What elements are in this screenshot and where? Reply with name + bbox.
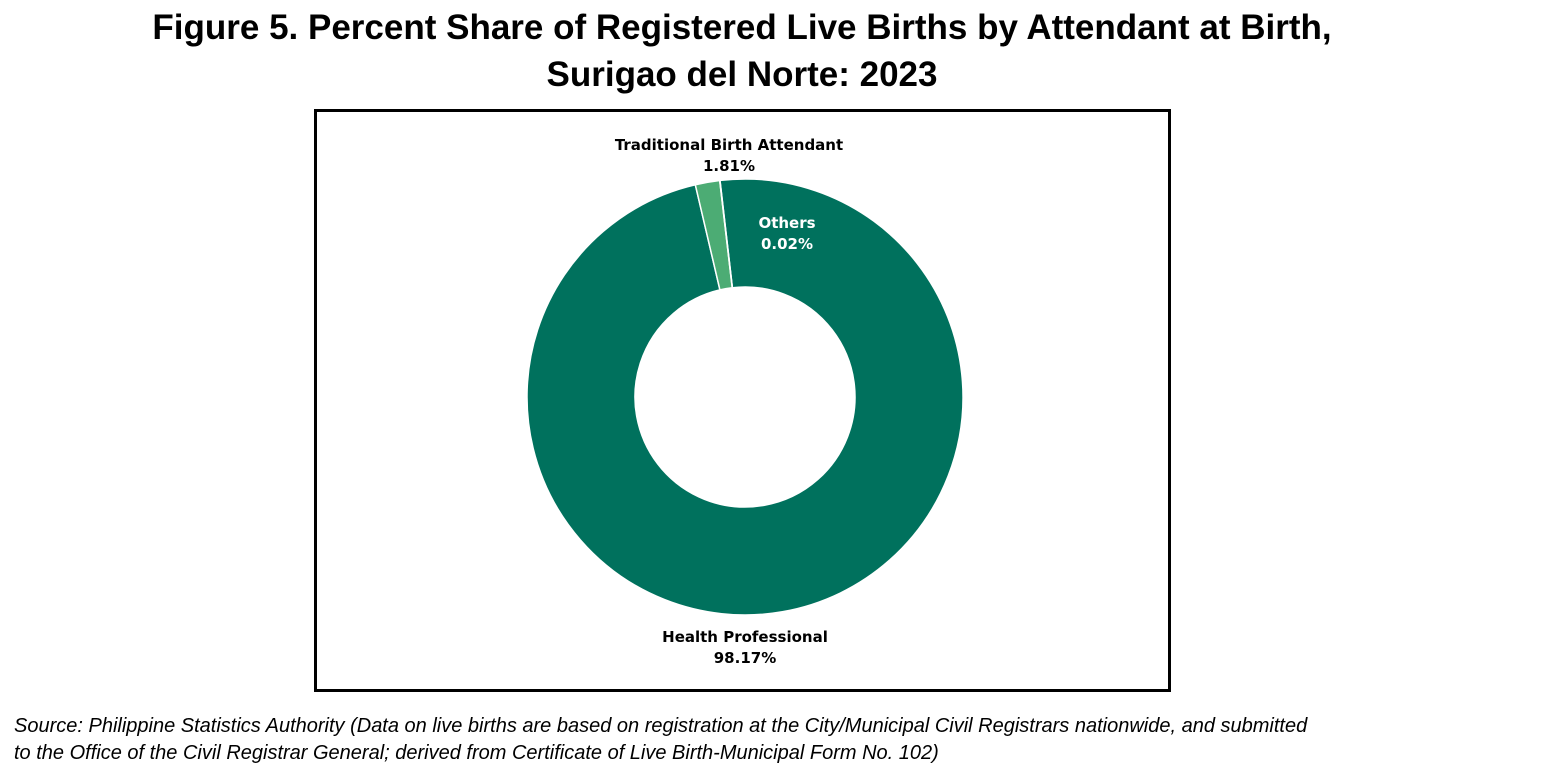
source-note: Source: Philippine Statistics Authority … — [14, 713, 1534, 767]
source-line-2: to the Office of the Civil Registrar Gen… — [14, 742, 939, 764]
label-traditional-birth-attendant-name: Traditional Birth Attendant — [615, 136, 843, 154]
chart-title-line-1: Figure 5. Percent Share of Registered Li… — [152, 8, 1332, 47]
label-traditional-birth-attendant-value: 1.81% — [703, 157, 755, 175]
chart-frame: Health Professional 98.17% Traditional Bir… — [314, 109, 1171, 692]
source-line-1: Source: Philippine Statistics Authority … — [14, 715, 1308, 737]
donut-chart: Health Professional 98.17% Traditional Bir… — [526, 136, 964, 667]
label-others-value: 0.02% — [761, 235, 813, 253]
label-others-name: Others — [758, 214, 815, 232]
slice-health-professional — [526, 178, 964, 616]
label-health-professional-name: Health Professional — [662, 628, 828, 646]
label-health-professional-value: 98.17% — [714, 649, 776, 667]
chart-title: Figure 5. Percent Share of Registered Li… — [0, 4, 1484, 98]
chart-title-line-2: Surigao del Norte: 2023 — [546, 55, 938, 94]
slice-others — [718, 179, 734, 289]
